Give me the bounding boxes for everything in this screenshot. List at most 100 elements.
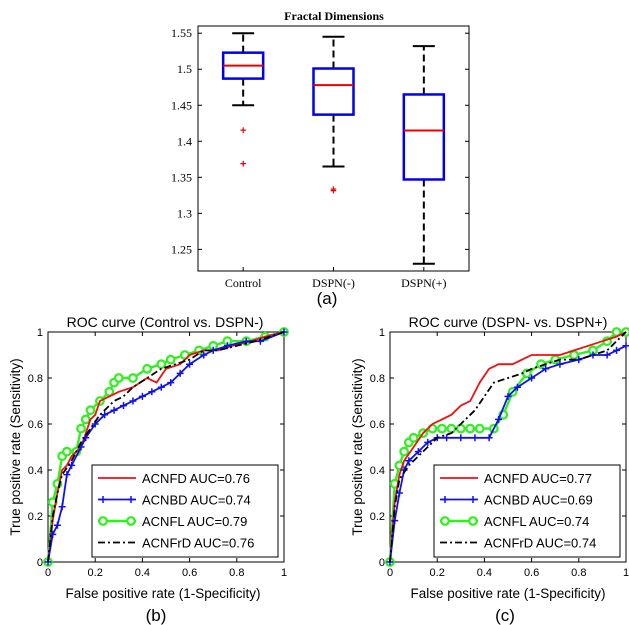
box-outlier: + [330,185,336,197]
roc-line [389,331,627,563]
roc-point [128,373,138,383]
roc-point [414,448,422,456]
roc-point [437,423,447,434]
rocc-xtick-label: 0.4 [477,567,492,579]
roc-line [389,331,627,563]
roc-point [569,350,579,360]
rocb-ytick-label: 0 [37,557,43,569]
roc-point [603,351,611,359]
legend-label: ACNFL AUC=0.74 [484,514,589,529]
roc-point [424,438,432,446]
roc-point [399,446,410,457]
rocb-xtick-label: 0.2 [88,567,103,579]
legend-marker [98,516,108,526]
roc-b-xlabel: False positive rate (1-Specificity) [65,586,260,601]
roc-point [142,363,153,374]
rocc-series-acnfrd [389,331,627,563]
roc-point [113,373,124,383]
box-ytick-label: 1.4 [177,134,192,148]
box-dspn: ++ [312,35,355,197]
roc-point [495,415,503,423]
legend-label: ACNFrD AUC=0.74 [484,536,596,551]
legend-label: ACNBD AUC=0.74 [142,493,251,508]
legend-label: ACNFD AUC=0.77 [484,471,592,486]
panel-label-b: (b) [146,606,167,625]
rocc-ytick-label: 0.2 [370,511,385,523]
box-outlier: + [240,159,246,171]
rocc-legend-item: ACNBD AUC=0.69 [440,493,593,508]
roc-b-frame [47,331,285,563]
box-outlier: + [330,184,336,196]
roc-point [223,342,231,350]
roc-point [165,354,176,365]
roc-point [176,369,184,377]
roc-point [613,346,621,354]
roc-chart-control-vs-dspn-minus: ROC curve (Control vs. DSPN-) False posi… [8,314,289,601]
legend-label: ACNBD AUC=0.69 [484,493,593,508]
box-category-label: Control [225,276,262,290]
box-ytick-label: 1.5 [177,62,192,76]
roc-point [200,351,208,359]
rocc-legend-item: ACNFD AUC=0.77 [440,471,592,486]
legend-marker [126,516,136,526]
roc-point [138,392,146,400]
roc-c-frame [389,331,627,563]
legend-marker [469,496,477,503]
rocb-legend-item: ACNFL AUC=0.79 [98,514,247,529]
roc-point [474,423,485,434]
roc-point [63,471,71,479]
roc-point [405,457,413,465]
box-outlier: + [240,125,246,137]
roc-c-xlabel: False positive rate (1-Specificity) [410,586,605,601]
roc-c-title: ROC curve (DSPN- vs. DSPN+) [409,314,608,330]
rocb-xtick-label: 0.4 [135,567,150,579]
rocc-ytick-label: 0.8 [370,373,385,385]
legend-marker [440,516,450,526]
rocc-xtick-label: 0.2 [430,567,445,579]
rocc-ytick-label: 1 [379,327,385,339]
roc-point [446,423,457,434]
panel-label-c: (c) [495,606,515,625]
roc-point [58,503,66,511]
roc-point [465,423,476,434]
roc-point [156,359,167,370]
roc-point [542,365,550,373]
roc-point [513,383,521,391]
roc-point [61,446,72,457]
roc-point [457,434,465,442]
legend-label: ACNFD AUC=0.76 [142,471,250,486]
roc-point [556,360,564,368]
roc-point [443,434,451,442]
roc-point [575,356,583,364]
roc-point [157,383,165,391]
rocc-xtick-label: 0.6 [524,567,539,579]
rocc-legend-item: ACNFL AUC=0.74 [440,514,589,529]
roc-point [120,402,128,410]
roc-point [622,342,629,350]
rocb-ytick-label: 0.8 [28,373,43,385]
boxplot-title: Fractal Dimensions [284,9,384,23]
legend-label: ACNFL AUC=0.79 [142,514,247,529]
box-category-label: DSPN(+) [401,276,446,290]
rocb-legend-item: ACNFrD AUC=0.76 [98,536,254,551]
rocc-xtick-label: 1 [623,567,629,579]
roc-point [148,388,156,396]
rocb-xtick-label: 0.8 [229,567,244,579]
rocc-series-acnfd [389,331,627,563]
rocb-xtick-label: 1 [281,567,287,579]
legend-marker [468,516,478,526]
box-ytick-label: 1.45 [171,98,192,112]
roc-point [391,517,399,525]
rocb-xtick-label: 0 [45,567,51,579]
roc-c-ylabel: True positive rate (Sensitivity) [350,358,365,535]
roc-point [395,489,403,497]
rocb-ytick-label: 0.4 [28,465,43,477]
rocc-ytick-label: 0.6 [370,419,385,431]
roc-point [76,423,86,434]
roc-line [47,331,285,563]
roc-point [455,423,466,434]
box-dspn [402,45,446,265]
legend-marker [99,496,107,503]
box-control: ++ [221,32,265,171]
